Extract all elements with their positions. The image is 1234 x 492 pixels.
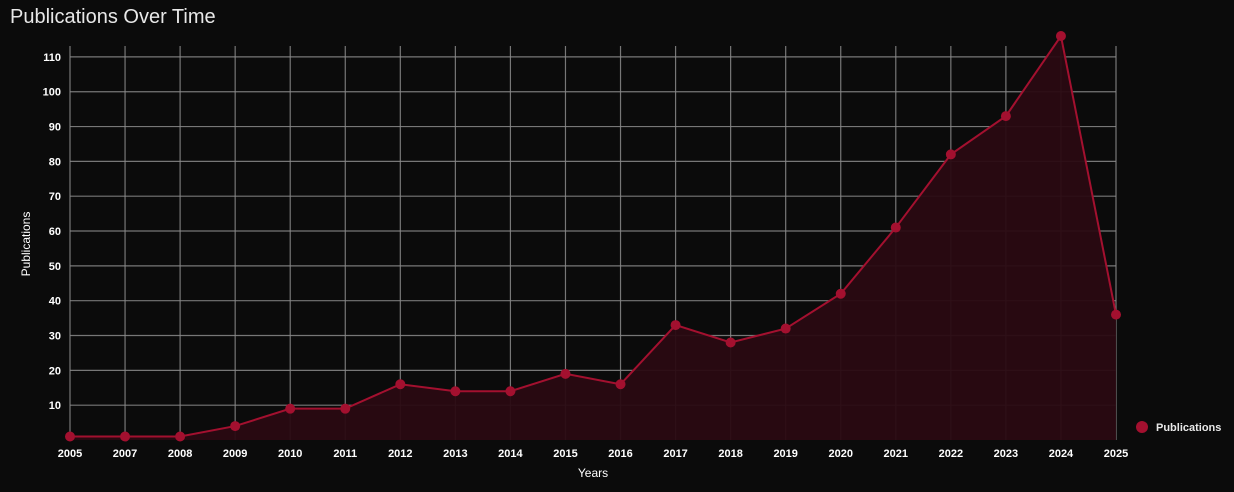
data-point[interactable] xyxy=(560,368,571,379)
data-point[interactable] xyxy=(230,421,241,432)
data-point[interactable] xyxy=(450,386,461,397)
x-tick-label: 2020 xyxy=(828,448,852,460)
x-axis-ticks: 2005 2007 2008 2009 2010 2011 2012 2013 2014 2015… xyxy=(58,448,1128,460)
plot-area xyxy=(70,33,1117,440)
data-point[interactable] xyxy=(725,337,736,348)
y-tick-label: 40 xyxy=(49,296,61,308)
x-tick-label: 2025 xyxy=(1104,448,1128,460)
x-tick-label: 2019 xyxy=(773,448,797,460)
y-tick-label: 90 xyxy=(49,122,61,134)
y-tick-label: 30 xyxy=(49,331,61,343)
x-tick-label: 2021 xyxy=(884,448,908,460)
data-point[interactable] xyxy=(890,222,901,233)
x-tick-label: 2024 xyxy=(1049,448,1074,460)
legend-marker xyxy=(1136,421,1148,433)
x-tick-label: 2017 xyxy=(663,448,687,460)
data-point[interactable] xyxy=(120,431,131,442)
y-tick-label: 100 xyxy=(43,87,61,99)
chart-title: Publications Over Time xyxy=(10,6,216,28)
data-point[interactable] xyxy=(945,149,956,160)
data-point[interactable] xyxy=(835,288,846,299)
data-point[interactable] xyxy=(65,431,75,442)
x-tick-label: 2011 xyxy=(333,448,357,460)
y-axis-ticks: 10 20 30 40 50 60 70 80 90 100 110 xyxy=(43,52,61,412)
data-point[interactable] xyxy=(780,323,791,334)
data-points xyxy=(65,31,1121,442)
data-point[interactable] xyxy=(1055,31,1066,41)
data-point[interactable] xyxy=(1000,111,1011,122)
x-tick-label: 2018 xyxy=(718,448,742,460)
y-tick-label: 70 xyxy=(49,191,61,203)
x-tick-label: 2022 xyxy=(939,448,963,460)
x-tick-label: 2012 xyxy=(388,448,412,460)
series-area-fill xyxy=(70,36,1116,440)
y-axis-label: Publications xyxy=(19,212,33,277)
data-point[interactable] xyxy=(175,431,186,442)
legend-label: Publications xyxy=(1156,422,1221,434)
series-line xyxy=(70,33,1117,438)
x-tick-label: 2010 xyxy=(278,448,302,460)
data-point[interactable] xyxy=(615,379,626,390)
x-tick-label: 2007 xyxy=(113,448,137,460)
y-tick-label: 20 xyxy=(49,365,61,377)
x-tick-label: 2009 xyxy=(223,448,247,460)
y-tick-label: 110 xyxy=(43,52,61,64)
y-tick-label: 50 xyxy=(49,261,61,273)
x-tick-label: 2023 xyxy=(994,448,1018,460)
y-tick-label: 10 xyxy=(49,400,61,412)
x-tick-label: 2014 xyxy=(498,448,523,460)
x-tick-label: 2005 xyxy=(58,448,82,460)
data-point[interactable] xyxy=(395,379,406,390)
data-point[interactable] xyxy=(505,386,516,397)
x-tick-label: 2016 xyxy=(608,448,632,460)
data-point[interactable] xyxy=(1111,309,1121,320)
x-axis-label: Years xyxy=(578,466,608,480)
data-point[interactable] xyxy=(285,403,296,414)
x-tick-label: 2008 xyxy=(168,448,192,460)
x-tick-label: 2013 xyxy=(443,448,467,460)
data-point[interactable] xyxy=(670,320,681,331)
y-tick-label: 60 xyxy=(49,226,61,238)
y-tick-label: 80 xyxy=(49,156,61,168)
x-tick-label: 2015 xyxy=(553,448,577,460)
data-point[interactable] xyxy=(340,403,351,414)
legend[interactable]: Publications xyxy=(1136,421,1221,434)
